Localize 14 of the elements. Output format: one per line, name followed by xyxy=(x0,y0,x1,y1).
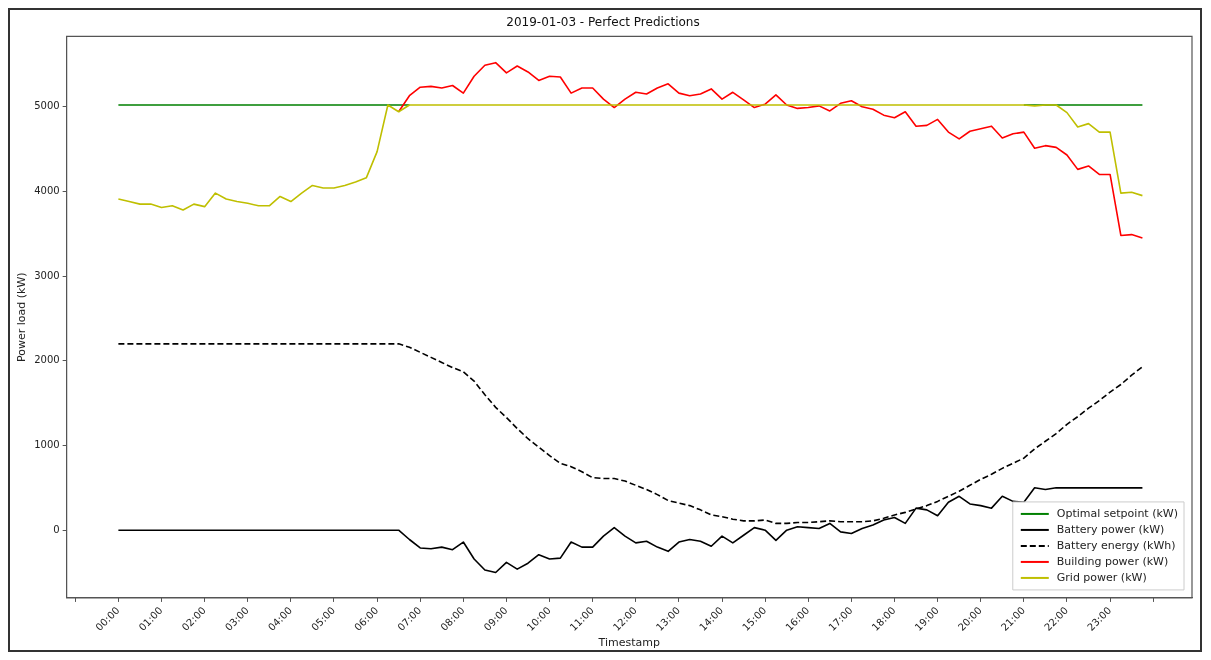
chart-title: 2019-01-03 - Perfect Predictions xyxy=(506,15,700,30)
y-tick-label: 2000 xyxy=(34,354,60,366)
legend-label: Battery power (kW) xyxy=(1056,522,1165,536)
y-tick-label: 3000 xyxy=(34,269,60,281)
y-tick-label: 1000 xyxy=(34,439,60,451)
legend-label: Battery energy (kWh) xyxy=(1056,538,1176,552)
y-tick-label: 0 xyxy=(53,523,60,535)
y-tick-label: 5000 xyxy=(34,100,60,112)
y-axis-title: Power load (kW) xyxy=(15,272,29,362)
legend-label: Building power (kW) xyxy=(1056,554,1169,568)
x-axis-title: Timestamp xyxy=(597,636,661,650)
legend-label: Grid power (kW) xyxy=(1056,570,1147,584)
y-tick-label: 4000 xyxy=(34,184,60,196)
legend-label: Optimal setpoint (kW) xyxy=(1056,506,1179,520)
